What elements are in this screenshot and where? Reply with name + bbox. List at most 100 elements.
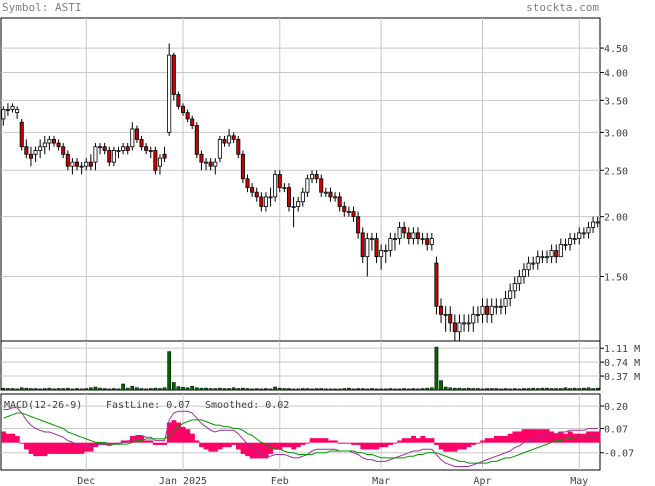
candle-body <box>15 109 20 113</box>
volume-bar <box>42 388 47 391</box>
macd-histogram-bar <box>503 435 509 443</box>
macd-histogram-bar <box>572 433 578 443</box>
macd-histogram-bar <box>194 440 200 443</box>
volume-bar <box>107 388 112 391</box>
macd-histogram-bar <box>295 442 301 448</box>
volume-bar <box>208 388 213 391</box>
macd-histogram-bar <box>14 435 20 443</box>
volume-bar <box>586 387 591 391</box>
price-tick-label: 4.00 <box>604 69 628 80</box>
candle-body <box>521 269 526 277</box>
candle-body <box>406 232 411 239</box>
candle-body <box>360 232 365 258</box>
volume-bar <box>24 387 29 391</box>
volume-bar <box>1 387 6 391</box>
candle-body <box>51 139 57 144</box>
volume-bar <box>199 387 204 391</box>
candle-body <box>111 150 116 163</box>
volume-bar <box>121 383 125 391</box>
macd-histogram-bar <box>374 442 380 450</box>
x-tick-label: May <box>570 476 588 486</box>
volume-bar <box>310 388 314 391</box>
candle-body <box>508 290 513 299</box>
macd-histogram-bar <box>231 442 237 445</box>
macd-histogram-bar <box>512 431 518 443</box>
candle-body <box>356 216 361 234</box>
candle-body <box>98 146 103 149</box>
macd-histogram-bar <box>489 438 495 443</box>
volume-tick-label: 1.11 M <box>604 344 640 355</box>
candle-body <box>415 232 421 239</box>
site-link[interactable]: stockta.com <box>526 1 599 14</box>
volume-bar <box>471 388 476 391</box>
candle-body <box>540 256 545 259</box>
candle-body <box>420 238 425 240</box>
macd-histogram-bar <box>475 442 481 444</box>
macd-histogram-bar <box>318 438 324 443</box>
volume-bar <box>397 388 402 391</box>
volume-bar <box>365 388 370 391</box>
macd-histogram-bar <box>517 431 522 443</box>
volume-bar <box>591 388 595 391</box>
candle-body <box>190 118 195 126</box>
candle-body <box>291 206 296 208</box>
macd-histogram-bar <box>56 442 62 454</box>
volume-bar <box>33 388 38 391</box>
macd-histogram-bar <box>217 442 223 450</box>
macd-histogram-bar <box>383 442 389 448</box>
macd-histogram-bar <box>208 442 214 452</box>
candle-body <box>245 178 250 189</box>
candle-body <box>227 135 232 144</box>
candle-body <box>577 232 582 239</box>
macd-histogram-bar <box>166 422 172 443</box>
volume-bar <box>535 388 540 391</box>
candle-body <box>19 121 24 148</box>
macd-tick-label: -0.07 <box>604 449 634 460</box>
candle-body <box>194 125 199 155</box>
candle-body <box>300 191 305 203</box>
macd-histogram-bar <box>51 442 57 454</box>
macd-histogram-bar <box>498 435 504 443</box>
candle-body <box>38 146 43 151</box>
volume-bar <box>79 388 84 391</box>
macd-histogram-bar <box>337 442 343 444</box>
macd-histogram-bar <box>134 435 140 443</box>
macd-histogram-bar <box>576 433 582 443</box>
price-tick-label: 2.50 <box>604 166 628 177</box>
macd-histogram-bar <box>79 442 85 454</box>
candle-body <box>236 139 241 155</box>
volume-bar <box>545 387 549 391</box>
volume-bar <box>273 386 278 391</box>
macd-histogram-bar <box>420 435 426 443</box>
candle-body <box>10 105 15 110</box>
macd-histogram-bar <box>581 433 587 443</box>
macd-title: MACD(12-26-9) <box>4 400 82 411</box>
candle-body <box>554 250 559 258</box>
candle-body <box>346 211 351 213</box>
candle-body <box>213 161 218 167</box>
x-tick-label: Dec <box>77 476 95 486</box>
macd-histogram-bar <box>521 429 527 443</box>
volume-bar <box>213 388 218 391</box>
candle-body <box>591 221 596 228</box>
volume-bar <box>6 388 10 391</box>
volume-bar <box>462 388 466 391</box>
volume-bar <box>185 387 190 391</box>
macd-histogram-bar <box>235 442 241 450</box>
candle-body <box>411 232 416 239</box>
macd-histogram-bar <box>484 438 490 443</box>
macd-histogram-bar <box>116 442 122 444</box>
volume-bar <box>439 380 443 391</box>
macd-histogram-bar <box>130 435 135 443</box>
candle-body <box>286 187 291 207</box>
volume-bar <box>15 388 19 391</box>
candle-body <box>130 128 135 148</box>
volume-bar <box>65 387 70 391</box>
smoothed-series <box>3 412 598 464</box>
volume-bar <box>144 388 149 391</box>
volume-bar <box>526 388 531 391</box>
candle-body <box>1 109 6 120</box>
macd-histogram-bar <box>424 438 430 443</box>
candle-body <box>305 178 310 193</box>
macd-histogram-bar <box>24 442 29 450</box>
